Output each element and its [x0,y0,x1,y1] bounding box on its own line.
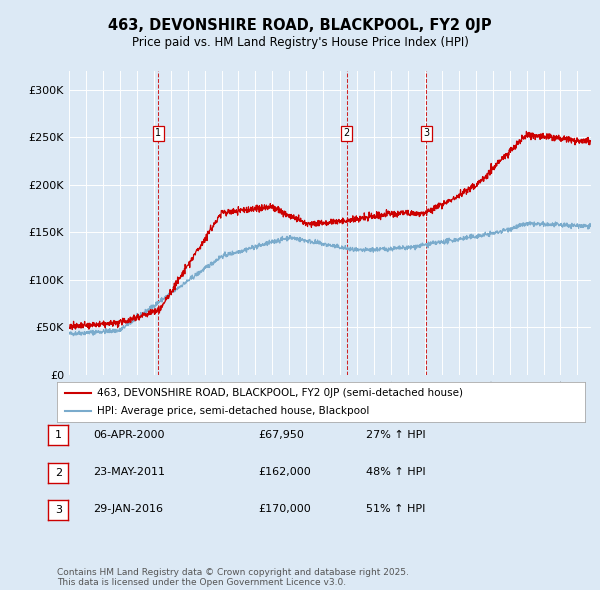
Text: 463, DEVONSHIRE ROAD, BLACKPOOL, FY2 0JP (semi-detached house): 463, DEVONSHIRE ROAD, BLACKPOOL, FY2 0JP… [97,388,463,398]
Text: £170,000: £170,000 [258,504,311,514]
Text: 06-APR-2000: 06-APR-2000 [93,430,164,440]
Text: 23-MAY-2011: 23-MAY-2011 [93,467,165,477]
Text: 1: 1 [55,431,62,440]
Text: 27% ↑ HPI: 27% ↑ HPI [366,430,425,440]
Text: 463, DEVONSHIRE ROAD, BLACKPOOL, FY2 0JP: 463, DEVONSHIRE ROAD, BLACKPOOL, FY2 0JP [108,18,492,33]
Text: £67,950: £67,950 [258,430,304,440]
Text: 48% ↑ HPI: 48% ↑ HPI [366,467,425,477]
Text: 3: 3 [423,128,430,138]
Text: Price paid vs. HM Land Registry's House Price Index (HPI): Price paid vs. HM Land Registry's House … [131,36,469,49]
Text: 2: 2 [55,468,62,477]
Text: 1: 1 [155,128,161,138]
Text: 2: 2 [344,128,350,138]
Text: 29-JAN-2016: 29-JAN-2016 [93,504,163,514]
Text: £162,000: £162,000 [258,467,311,477]
Text: 3: 3 [55,505,62,514]
Text: HPI: Average price, semi-detached house, Blackpool: HPI: Average price, semi-detached house,… [97,406,369,416]
Text: 51% ↑ HPI: 51% ↑ HPI [366,504,425,514]
Text: Contains HM Land Registry data © Crown copyright and database right 2025.
This d: Contains HM Land Registry data © Crown c… [57,568,409,587]
